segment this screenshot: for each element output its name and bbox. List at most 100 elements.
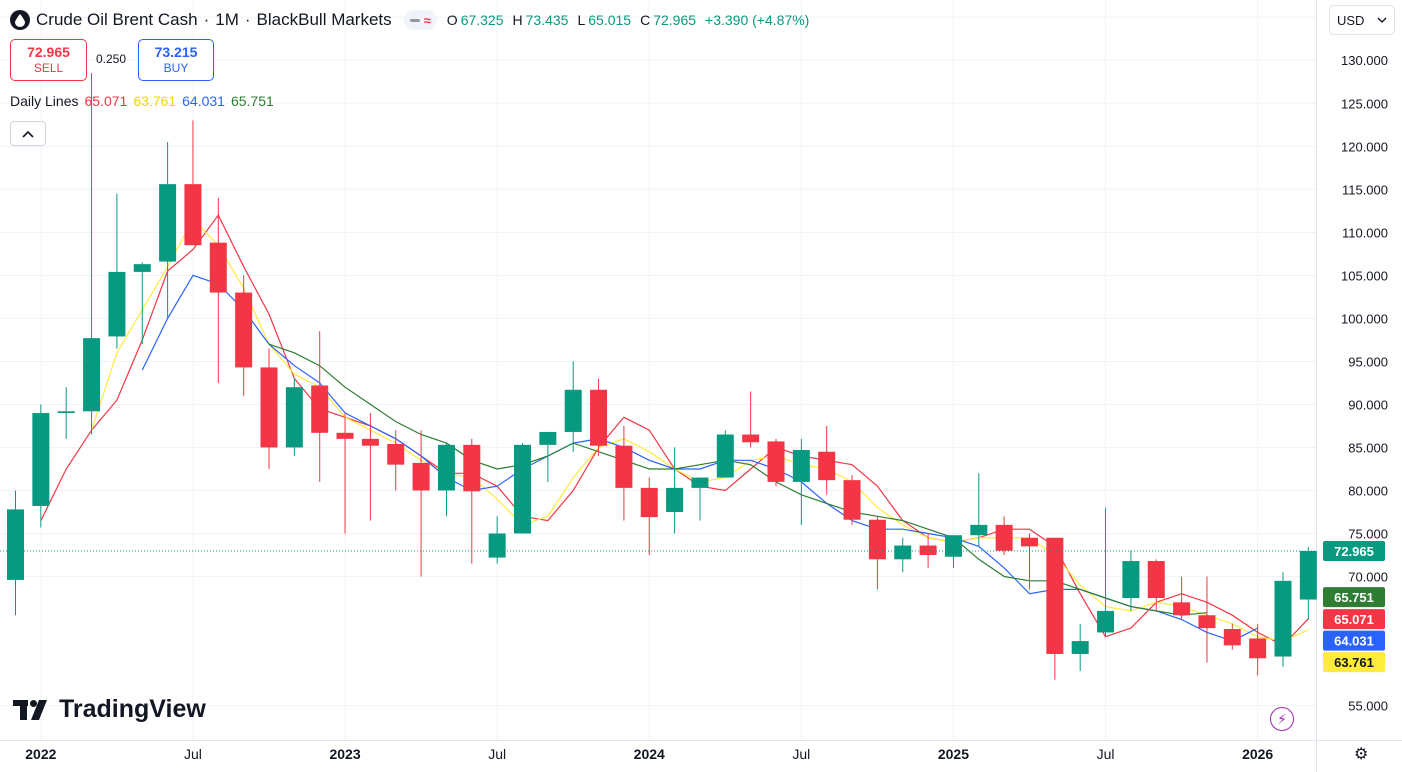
candle-body[interactable]	[488, 533, 506, 558]
candle-body[interactable]	[260, 367, 278, 448]
time-tick-label: Jul	[184, 746, 202, 762]
candle-body[interactable]	[970, 524, 988, 536]
candle-body[interactable]	[1046, 537, 1064, 654]
candle-body[interactable]	[412, 462, 430, 491]
candle-body[interactable]	[7, 509, 24, 580]
chart-type-pill[interactable]: ≈	[403, 10, 437, 30]
candle-body[interactable]	[108, 271, 126, 337]
indicator-price-label: 65.751	[1334, 590, 1374, 605]
candle-body[interactable]	[919, 545, 937, 555]
price-tick-label: 115.000	[1342, 182, 1388, 197]
sell-button[interactable]: 72.965 SELL	[10, 39, 87, 81]
symbol-name[interactable]: Crude Oil Brent Cash	[36, 10, 198, 29]
time-tick-label: 2023	[329, 746, 360, 762]
collapse-legend-button[interactable]	[10, 121, 46, 146]
buy-button[interactable]: 73.215 BUY	[138, 39, 214, 81]
candle-body[interactable]	[32, 413, 50, 506]
indicator-value-blue: 64.031	[182, 93, 225, 109]
candle-body[interactable]	[818, 451, 836, 481]
candle-body[interactable]	[843, 480, 861, 520]
currency-select[interactable]: USD	[1329, 5, 1395, 35]
price-tick-label: 80.000	[1348, 483, 1388, 498]
candle-body[interactable]	[564, 389, 582, 432]
candle-body[interactable]	[387, 444, 405, 465]
time-tick-label: Jul	[488, 746, 506, 762]
change-value: +3.390 (+4.87%)	[705, 12, 810, 28]
last-price-label: 72.965	[1334, 544, 1374, 559]
indicator-value-yellow: 63.761	[133, 93, 177, 109]
candle-body[interactable]	[1249, 638, 1267, 659]
candle-body[interactable]	[615, 445, 633, 488]
indicator-price-tag	[1323, 609, 1385, 630]
price-tick-label: 95.000	[1348, 354, 1388, 369]
low-value: 65.015	[588, 12, 632, 28]
candle-body[interactable]	[666, 487, 684, 512]
candle-body[interactable]	[133, 264, 151, 272]
indicator-legend[interactable]: Daily Lines 65.071 63.761 64.031 65.751	[10, 93, 274, 109]
indicator-price-tag	[1323, 587, 1385, 608]
time-tick-label: 2024	[634, 746, 665, 762]
candle-body[interactable]	[1071, 641, 1089, 654]
tradingview-mark-icon	[13, 699, 47, 720]
candle-body[interactable]	[742, 434, 760, 443]
candle-body[interactable]	[514, 444, 531, 534]
indicator-price-label: 65.071	[1334, 612, 1374, 627]
price-tick-label: 75.000	[1348, 526, 1388, 541]
candle-body[interactable]	[463, 444, 481, 492]
candle-body[interactable]	[336, 432, 354, 439]
candle-body[interactable]	[1173, 602, 1191, 616]
interval-label[interactable]: 1M	[215, 10, 239, 29]
price-tick-label: 90.000	[1348, 397, 1388, 412]
candle-body[interactable]	[184, 184, 202, 246]
price-tick-label: 70.000	[1348, 570, 1388, 585]
chevron-up-icon	[22, 130, 34, 138]
indicator-name: Daily Lines	[10, 93, 79, 109]
price-tick-label: 120.000	[1341, 139, 1388, 154]
candle-body[interactable]	[1198, 615, 1216, 629]
candle-body[interactable]	[361, 438, 379, 446]
waves-icon: ≈	[423, 12, 431, 28]
candle-body[interactable]	[1122, 561, 1140, 599]
ma-line-0	[40, 213, 1309, 647]
candle-body[interactable]	[539, 431, 557, 445]
high-value: 73.435	[525, 12, 569, 28]
candle-body[interactable]	[894, 545, 912, 560]
tradingview-logo[interactable]: TradingView	[13, 695, 206, 724]
candle-body[interactable]	[767, 441, 785, 482]
candle-body[interactable]	[944, 535, 962, 557]
candle-body[interactable]	[57, 411, 75, 414]
candle-body[interactable]	[1274, 580, 1292, 657]
candle-body[interactable]	[640, 487, 658, 518]
candle-body[interactable]	[792, 450, 810, 482]
buy-price: 73.215	[154, 44, 198, 60]
candle-body[interactable]	[437, 444, 455, 491]
line-dash-icon	[409, 18, 420, 22]
oil-drop-icon	[10, 10, 30, 30]
candle-body[interactable]	[235, 292, 253, 368]
gear-icon[interactable]: ⚙	[1354, 746, 1369, 763]
candle-body[interactable]	[209, 242, 227, 293]
indicator-price-label: 64.031	[1334, 634, 1374, 649]
lightning-icon[interactable]: ⚡	[1270, 707, 1294, 731]
candle-body[interactable]	[995, 524, 1013, 551]
tradingview-wordmark: TradingView	[59, 695, 206, 723]
candle-body[interactable]	[1147, 561, 1165, 599]
price-tick-label: 100.000	[1341, 311, 1388, 326]
candle-body[interactable]	[1223, 629, 1241, 646]
candle-body[interactable]	[691, 477, 709, 488]
candle-body[interactable]	[1097, 610, 1115, 633]
currency-label: USD	[1337, 12, 1365, 28]
candle-body[interactable]	[285, 387, 303, 448]
price-tick-label: 125.000	[1341, 96, 1388, 111]
candle-body[interactable]	[83, 338, 101, 412]
candle-body[interactable]	[1021, 537, 1038, 547]
candle-body[interactable]	[716, 434, 734, 478]
candle-body[interactable]	[159, 184, 177, 262]
candle-body[interactable]	[1299, 550, 1317, 600]
candle-body[interactable]	[868, 519, 886, 560]
separator: ·	[203, 10, 210, 29]
candle-body[interactable]	[311, 385, 329, 433]
candle-body[interactable]	[590, 389, 608, 446]
time-tick-label: 2026	[1242, 746, 1273, 762]
